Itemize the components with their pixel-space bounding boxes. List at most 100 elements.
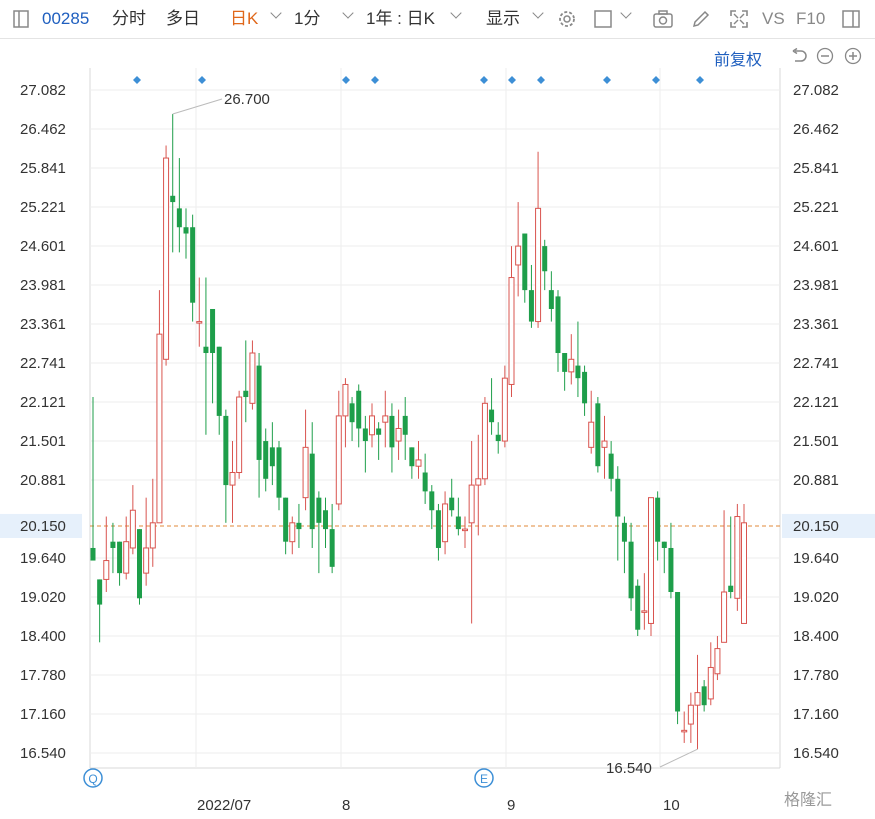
candle-body-down bbox=[701, 686, 707, 706]
candle-body-down bbox=[495, 434, 501, 442]
candle-body-down bbox=[528, 290, 534, 322]
candle-body-down bbox=[548, 290, 554, 309]
candle-body-down bbox=[263, 441, 269, 479]
candle-body-down bbox=[323, 510, 328, 530]
y-tick-label-right: 20.881 bbox=[793, 472, 839, 489]
candle-body-up bbox=[103, 560, 110, 580]
candle-body-down bbox=[595, 403, 601, 467]
range-select[interactable]: 1年 : 日K bbox=[366, 9, 435, 28]
event-diamond-marker bbox=[603, 76, 611, 84]
candle-body-down bbox=[269, 447, 275, 467]
candle-body-up bbox=[468, 484, 475, 524]
y-tick-label-left: 19.020 bbox=[20, 589, 66, 606]
x-tick-label: 2022/07 bbox=[197, 797, 251, 814]
settings-gear-icon[interactable] bbox=[556, 8, 578, 30]
candle-body-down bbox=[661, 541, 667, 548]
y-tick-label-left: 25.841 bbox=[20, 160, 66, 177]
candle-body-down bbox=[256, 365, 262, 460]
overlay-checkbox-icon[interactable] bbox=[592, 8, 614, 30]
tab-timeshare[interactable]: 分时 bbox=[112, 9, 146, 28]
current-price-label-bg-left bbox=[0, 513, 82, 538]
tab-daily-k[interactable]: 日K bbox=[230, 9, 259, 28]
candle-body-down bbox=[190, 227, 196, 303]
candle-body-up bbox=[395, 427, 402, 442]
candle-body-up bbox=[648, 497, 654, 624]
y-tick-label-right: 24.601 bbox=[793, 238, 839, 255]
event-diamond-marker bbox=[342, 76, 350, 84]
candle-body-up bbox=[734, 516, 741, 599]
candle-body-up bbox=[229, 472, 236, 486]
adjustment-mode-button[interactable]: 前复权 bbox=[714, 52, 763, 69]
candle-body-down bbox=[608, 453, 614, 479]
y-tick-label-right: 23.981 bbox=[793, 277, 839, 294]
tab-minute[interactable]: 1分 bbox=[294, 9, 321, 28]
candle-body-up bbox=[475, 478, 482, 486]
y-tick-label-right: 22.741 bbox=[793, 355, 839, 372]
candle-body-down bbox=[203, 346, 209, 354]
candle-body-down bbox=[389, 415, 395, 448]
display-menu[interactable]: 显示 bbox=[486, 9, 520, 28]
candle-body-down bbox=[223, 415, 229, 486]
candle-body-down bbox=[555, 296, 561, 354]
candle-body-down bbox=[429, 491, 435, 511]
zoom-out-icon[interactable] bbox=[816, 47, 834, 65]
candle-body-up bbox=[687, 704, 694, 725]
candle-body-down bbox=[356, 390, 362, 429]
candle-body-up bbox=[236, 396, 243, 474]
candle-body-up bbox=[741, 522, 747, 624]
candle-body-down bbox=[349, 403, 355, 423]
candle-body-up bbox=[369, 415, 375, 436]
candle-body-down bbox=[376, 428, 382, 435]
y-tick-label-left: 23.981 bbox=[20, 277, 66, 294]
event-diamond-marker bbox=[480, 76, 488, 84]
event-diamond-marker bbox=[652, 76, 660, 84]
candle-body-down bbox=[309, 453, 315, 530]
y-tick-label-left: 20.881 bbox=[20, 472, 66, 489]
low-annotation-label: 16.540 bbox=[606, 760, 652, 777]
tab-multiday[interactable]: 多日 bbox=[166, 9, 200, 28]
candle-body-down bbox=[489, 409, 495, 423]
y-tick-label-right: 19.020 bbox=[793, 589, 839, 606]
undo-icon[interactable] bbox=[790, 47, 808, 65]
candle-body-down bbox=[455, 516, 461, 530]
candle-body-up bbox=[535, 207, 542, 323]
candle-body-up bbox=[508, 277, 515, 385]
y-tick-label-right: 20.150 bbox=[793, 518, 839, 535]
high-annotation-label: 26.700 bbox=[224, 91, 270, 108]
candle-body-down bbox=[628, 541, 634, 599]
candle-body-down bbox=[409, 447, 415, 467]
f10-button[interactable]: F10 bbox=[796, 9, 826, 28]
candle-body-up bbox=[415, 459, 422, 467]
candle-body-up bbox=[588, 421, 595, 448]
y-tick-label-left: 27.082 bbox=[20, 82, 66, 99]
candle-body-up bbox=[382, 415, 389, 423]
candle-body-down bbox=[402, 415, 408, 435]
draw-pencil-icon[interactable] bbox=[690, 8, 712, 30]
camera-icon[interactable] bbox=[652, 8, 674, 30]
zoom-in-icon[interactable] bbox=[844, 47, 862, 65]
candle-body-up bbox=[289, 522, 296, 543]
candle-body-down bbox=[243, 390, 249, 398]
candle-body-down bbox=[329, 529, 335, 567]
candle-body-down bbox=[422, 472, 428, 492]
event-marker-circle bbox=[474, 768, 494, 788]
y-tick-label-left: 22.121 bbox=[20, 394, 66, 411]
event-diamond-marker bbox=[696, 76, 704, 84]
candle-body-up bbox=[302, 446, 309, 499]
candle-body-up bbox=[249, 352, 256, 404]
y-tick-label-left: 25.221 bbox=[20, 199, 66, 216]
candle-body-down bbox=[176, 208, 182, 228]
candle-body-down bbox=[170, 195, 176, 203]
vs-compare-button[interactable]: VS bbox=[762, 9, 785, 28]
candle-body-down bbox=[668, 547, 674, 592]
candle-body-up bbox=[196, 321, 203, 324]
event-marker-label: E bbox=[480, 772, 488, 786]
fullscreen-icon[interactable] bbox=[728, 8, 750, 30]
candle-body-up bbox=[123, 541, 130, 574]
panel-toggle-icon[interactable] bbox=[840, 8, 862, 30]
y-tick-label-left: 17.160 bbox=[20, 706, 66, 723]
sidebar-toggle-icon[interactable] bbox=[10, 8, 32, 30]
y-tick-label-left: 22.741 bbox=[20, 355, 66, 372]
candle-body-down bbox=[655, 497, 661, 542]
